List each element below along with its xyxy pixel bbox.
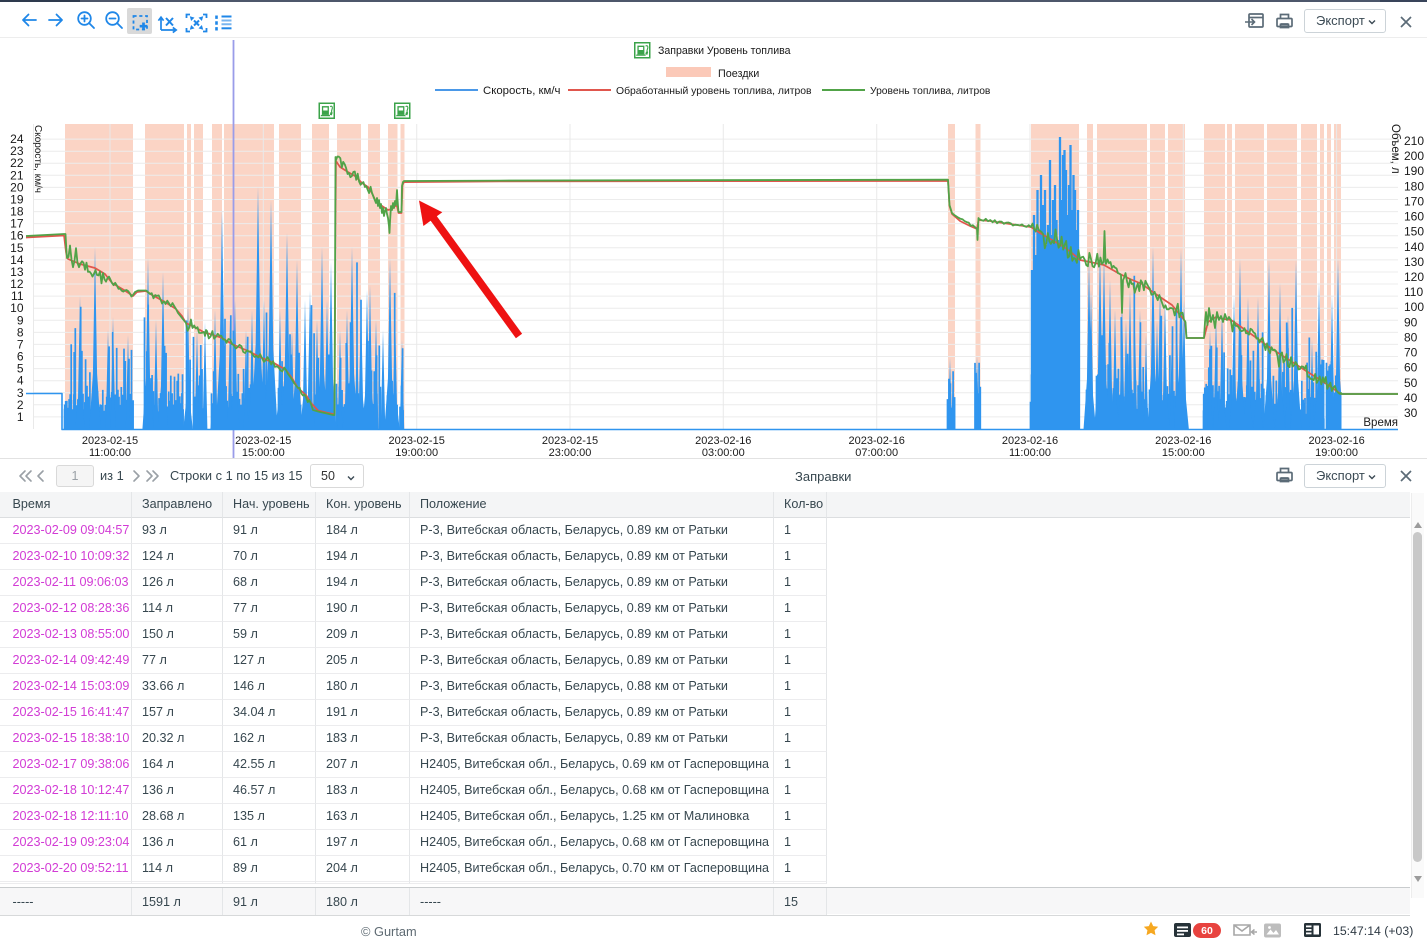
svg-text:210: 210	[1404, 134, 1424, 148]
svg-text:130: 130	[1404, 255, 1424, 269]
svg-text:15: 15	[10, 241, 24, 255]
svg-text:22: 22	[10, 156, 24, 170]
svg-text:60: 60	[1404, 361, 1418, 375]
svg-text:2023-02-16: 2023-02-16	[1155, 435, 1211, 447]
svg-text:200: 200	[1404, 149, 1424, 163]
svg-text:2023-02-16: 2023-02-16	[849, 435, 905, 447]
svg-text:70: 70	[1404, 346, 1418, 360]
svg-text:150: 150	[1404, 225, 1424, 239]
svg-text:14: 14	[10, 253, 24, 267]
svg-text:160: 160	[1404, 210, 1424, 224]
svg-text:13: 13	[10, 265, 24, 279]
svg-text:Обработанный уровень топлива,: Обработанный уровень топлива, литров	[616, 85, 812, 97]
svg-text:5: 5	[17, 362, 24, 376]
svg-text:18: 18	[10, 205, 24, 219]
svg-text:15:00:00: 15:00:00	[242, 447, 285, 458]
svg-text:12: 12	[10, 277, 24, 291]
svg-text:19: 19	[10, 193, 24, 207]
svg-text:2023-02-16: 2023-02-16	[1308, 435, 1364, 447]
svg-text:2023-02-15: 2023-02-15	[389, 435, 445, 447]
svg-text:2023-02-16: 2023-02-16	[1002, 435, 1058, 447]
svg-text:1: 1	[17, 410, 24, 424]
svg-text:100: 100	[1404, 300, 1424, 314]
svg-text:120: 120	[1404, 270, 1424, 284]
svg-text:60: 60	[1201, 925, 1213, 937]
svg-text:80: 80	[1404, 330, 1418, 344]
svg-text:140: 140	[1404, 240, 1424, 254]
svg-text:7: 7	[17, 337, 24, 351]
svg-text:Заправки Уровень топлива: Заправки Уровень топлива	[658, 45, 791, 57]
svg-text:2023-02-16: 2023-02-16	[695, 435, 751, 447]
svg-text:11: 11	[11, 289, 24, 303]
svg-text:03:00:00: 03:00:00	[702, 447, 745, 458]
svg-text:3: 3	[17, 386, 24, 400]
svg-text:50: 50	[1404, 376, 1418, 390]
svg-text:2: 2	[17, 398, 24, 412]
svg-text:8: 8	[17, 325, 24, 339]
svg-text:23: 23	[10, 144, 24, 158]
svg-text:23:00:00: 23:00:00	[549, 447, 592, 458]
svg-text:20: 20	[10, 180, 24, 194]
svg-text:10: 10	[10, 301, 24, 315]
svg-text:11:00:00: 11:00:00	[89, 447, 131, 458]
svg-text:9: 9	[17, 313, 24, 327]
svg-text:Скорость, км/ч: Скорость, км/ч	[32, 125, 43, 193]
svg-text:2023-02-15: 2023-02-15	[82, 435, 138, 447]
svg-text:24: 24	[10, 132, 24, 146]
svg-text:Скорость, км/ч: Скорость, км/ч	[483, 85, 560, 97]
svg-text:15:00:00: 15:00:00	[1162, 447, 1205, 458]
svg-text:180: 180	[1404, 179, 1424, 193]
svg-text:19:00:00: 19:00:00	[395, 447, 438, 458]
svg-text:19:00:00: 19:00:00	[1315, 447, 1358, 458]
svg-text:21: 21	[10, 168, 24, 182]
svg-text:6: 6	[17, 350, 24, 364]
svg-text:Время: Время	[1363, 417, 1398, 429]
svg-text:07:00:00: 07:00:00	[855, 447, 898, 458]
svg-text:110: 110	[1404, 285, 1423, 299]
svg-text:2023-02-15: 2023-02-15	[235, 435, 291, 447]
svg-text:2023-02-15: 2023-02-15	[542, 435, 598, 447]
svg-text:190: 190	[1404, 164, 1424, 178]
svg-text:11:00:00: 11:00:00	[1009, 447, 1051, 458]
svg-text:16: 16	[10, 229, 24, 243]
svg-text:40: 40	[1404, 391, 1418, 405]
svg-text:Уровень топлива, литров: Уровень топлива, литров	[870, 86, 991, 97]
svg-text:4: 4	[17, 374, 24, 388]
svg-text:Поездки: Поездки	[718, 68, 759, 80]
svg-text:90: 90	[1404, 315, 1418, 329]
svg-text:Объем, л: Объем, л	[1389, 124, 1401, 174]
svg-text:17: 17	[10, 217, 24, 231]
svg-text:170: 170	[1404, 194, 1424, 208]
svg-text:30: 30	[1404, 406, 1418, 420]
